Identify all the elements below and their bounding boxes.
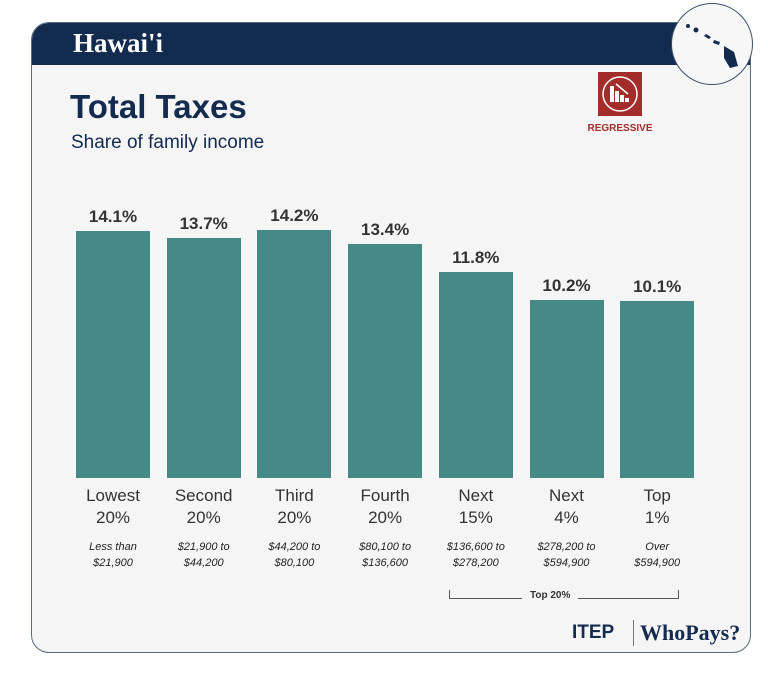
bar [76, 231, 150, 478]
income-range: $136,600 to $278,200 [426, 539, 526, 571]
income-range-line: $278,200 to [537, 541, 596, 553]
income-range-line: $21,900 to [177, 541, 230, 553]
bar [620, 301, 695, 478]
income-range-line: $594,900 [634, 557, 681, 569]
income-range-line: $80,100 to [359, 541, 412, 553]
income-range: $44,200 to $80,100 [244, 539, 344, 571]
income-range: $21,900 to $44,200 [154, 539, 254, 571]
income-range-line: $44,200 to [268, 541, 321, 553]
income-range-line: Over [645, 541, 670, 553]
category-line: Second [174, 486, 233, 505]
income-range-line: $44,200 [183, 557, 224, 569]
value-label: 14.1% [88, 207, 138, 227]
itep-logo: ITEP [572, 622, 615, 643]
bar [438, 271, 513, 478]
income-range-line: $594,900 [543, 557, 590, 569]
value-label: 11.8% [452, 247, 500, 267]
whopays-logo: WhoPays? [633, 620, 740, 646]
category-label: Third 20% [249, 485, 339, 529]
value-label: 13.7% [179, 214, 228, 234]
income-range-line: $136,600 [362, 557, 409, 569]
bar [257, 229, 332, 478]
category-line: 15% [458, 508, 493, 527]
bar [529, 299, 604, 478]
income-range: $278,200 to $594,900 [517, 539, 617, 571]
bar [348, 243, 423, 478]
category-label: Next 4% [522, 485, 612, 529]
hawaii-map-icon [671, 3, 753, 85]
income-range-line: $80,100 [274, 557, 315, 569]
income-range: Less than $21,900 [63, 539, 163, 571]
category-label: Fourth 20% [340, 485, 430, 529]
income-range: $80,100 to $136,600 [335, 539, 435, 571]
income-range: Over $594,900 [607, 539, 707, 571]
category-line: Fourth [360, 486, 410, 505]
category-line: 4% [554, 508, 579, 527]
income-range-line: Less than [89, 541, 137, 553]
category-line: 1% [644, 508, 670, 527]
category-line: 20% [277, 508, 312, 527]
state-name: Hawai'i [73, 28, 164, 58]
top20-label: Top 20% [522, 590, 579, 601]
value-label: 13.4% [360, 219, 410, 239]
category-label: Next 15% [431, 485, 521, 529]
value-label: 14.2% [270, 205, 319, 225]
category-line: Lowest [86, 486, 140, 505]
income-range-line: $136,600 to [446, 541, 505, 553]
chart-title: Total Taxes [70, 88, 247, 125]
value-label: 10.1% [633, 277, 682, 297]
chart-subtitle: Share of family income [71, 132, 265, 153]
bar [166, 238, 241, 478]
category-label: Top 1% [612, 485, 702, 529]
category-line: Top [643, 486, 671, 505]
category-label: Second 20% [159, 485, 249, 529]
regressive-icon [598, 72, 642, 116]
category-line: 20% [95, 508, 131, 527]
value-label: 10.2% [542, 275, 591, 295]
income-range-line: $21,900 [93, 557, 133, 569]
income-range-line: $278,200 [452, 557, 499, 569]
category-label: Lowest 20% [68, 485, 158, 529]
category-line: 20% [368, 508, 403, 527]
category-line: Next [549, 486, 584, 505]
regressive-label: REGRESSIVE [587, 123, 653, 134]
category-line: Third [275, 486, 314, 505]
header-bar: Hawai'i [32, 23, 750, 65]
category-line: Next [458, 486, 494, 505]
category-line: 20% [186, 508, 221, 527]
